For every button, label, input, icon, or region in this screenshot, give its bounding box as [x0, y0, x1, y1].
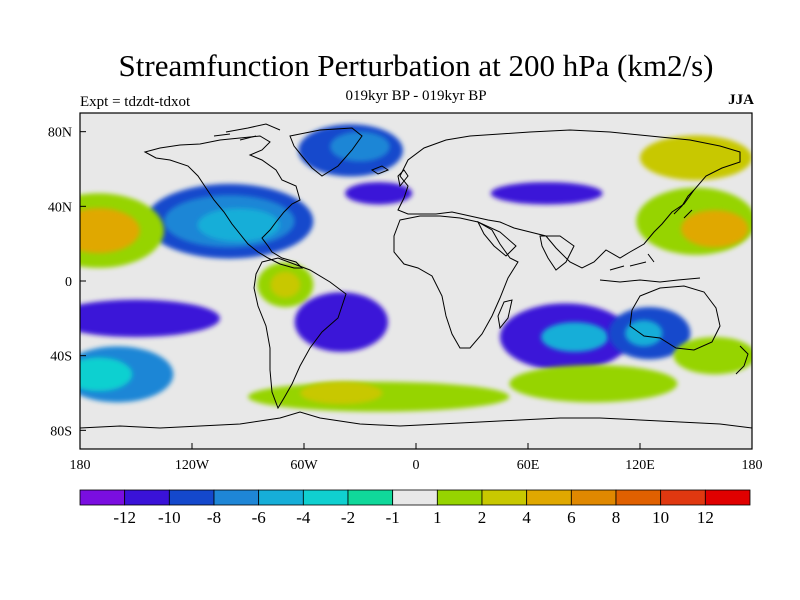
- contour-east-pacific-high-core: [80, 208, 140, 253]
- contour-south-pacific-low-belt: [80, 299, 220, 337]
- contour-nw-pacific-high-core: [681, 210, 749, 248]
- colorbar-label: -8: [207, 508, 221, 527]
- coastline-south-america: [253, 257, 347, 410]
- colorbar-swatch: [168, 489, 215, 506]
- contour-northeast-atlantic-low: [345, 182, 413, 205]
- colorbar-label: -10: [158, 508, 181, 527]
- contour-indian-ocean-low-core: [541, 322, 609, 352]
- contour-north-america-low-core: [197, 208, 280, 242]
- colorbar-label: 1: [433, 508, 442, 527]
- colorbar-swatch: [660, 489, 706, 506]
- x-tick-label: 60E: [517, 458, 540, 473]
- y-tick-label: 80S: [50, 424, 72, 439]
- contour-southeast-pacific-low-core: [80, 357, 133, 392]
- contour-tasman-high: [673, 337, 752, 375]
- coastlines: [80, 123, 752, 429]
- coastline-antarctica: [80, 411, 752, 429]
- coastline-africa: [393, 215, 519, 349]
- colorbar-label: -6: [252, 508, 266, 527]
- y-tick-label: 40S: [50, 350, 72, 365]
- contour-fills: [80, 124, 752, 412]
- x-tick-label: 180: [742, 458, 763, 473]
- coastline-madagascar: [497, 299, 513, 330]
- colorbar-swatch: [347, 489, 394, 506]
- colorbar-swatch: [258, 489, 304, 506]
- chart-title: Streamfunction Perturbation at 200 hPa (…: [118, 48, 714, 83]
- x-tick-label: 60W: [290, 458, 318, 473]
- colorbar-label: 4: [522, 508, 531, 527]
- coastline-japan: [673, 189, 695, 219]
- colorbar-swatch: [213, 489, 260, 506]
- contour-north-atlantic-high-latitude-low-core: [330, 131, 390, 162]
- coastline-britain: [370, 165, 409, 188]
- colorbar-swatch: [704, 489, 751, 506]
- colorbar-swatch: [526, 489, 572, 506]
- colorbar-swatch: [481, 489, 528, 506]
- contour-south-indian-high: [509, 365, 678, 403]
- colorbar-label: 2: [478, 508, 487, 527]
- colorbar: -12 -10 -8 -6 -4 -2 -1 1 2 4 6 8 10 12: [79, 489, 751, 527]
- chart-subtitle: 019kyr BP - 019kyr BP: [345, 88, 487, 104]
- contour-south-atlantic-low: [294, 292, 389, 352]
- colorbar-swatch: [436, 489, 483, 506]
- y-tick-label: 80N: [48, 126, 72, 141]
- season-label: JJA: [728, 92, 754, 108]
- contour-australia-low-core: [625, 320, 663, 347]
- coastline-north-america: [143, 135, 304, 269]
- colorbar-swatch: [570, 489, 617, 506]
- colorbar-swatch: [124, 489, 170, 506]
- contour-arctic-pacific-high: [640, 135, 752, 181]
- colorbar-label: -2: [341, 508, 355, 527]
- x-tick-label: 120E: [625, 458, 655, 473]
- contour-south-america-high-core: [270, 271, 301, 298]
- x-tick-label: 0: [413, 458, 420, 473]
- coastline-greenland: [289, 127, 363, 177]
- y-tick-label: 40N: [48, 200, 72, 215]
- coastline-arabia: [476, 220, 517, 257]
- colorbar-swatch: [79, 489, 126, 506]
- y-axis: 80N 40N 0 40S 80S: [48, 126, 86, 439]
- colorbar-swatch: [615, 489, 662, 506]
- coastline-indonesia: [599, 253, 701, 283]
- coastline-eurasia: [397, 129, 741, 269]
- colorbar-swatch: [302, 489, 349, 506]
- colorbar-swatch: [392, 489, 438, 506]
- x-axis: 180 120W 60W 0 60E 120E 180: [70, 443, 763, 473]
- contour-southern-ocean-high-core: [300, 381, 383, 405]
- colorbar-label: -1: [386, 508, 400, 527]
- colorbar-label: -4: [296, 508, 311, 527]
- colorbar-label: -12: [113, 508, 136, 527]
- colorbar-label: 12: [697, 508, 714, 527]
- colorbar-label: 10: [652, 508, 669, 527]
- colorbar-label: 6: [567, 508, 576, 527]
- x-tick-label: 180: [70, 458, 91, 473]
- coastline-india: [539, 235, 575, 271]
- x-tick-label: 120W: [175, 458, 210, 473]
- contour-eurasia-midlat-low: [490, 182, 603, 205]
- colorbar-label: 8: [612, 508, 621, 527]
- coastline-arctic-islands: [213, 123, 281, 141]
- y-tick-label: 0: [65, 275, 72, 290]
- coastline-new-zealand: [735, 345, 749, 375]
- experiment-label: Expt = tdzdt-tdxot: [80, 94, 191, 110]
- coastline-australia: [629, 285, 721, 351]
